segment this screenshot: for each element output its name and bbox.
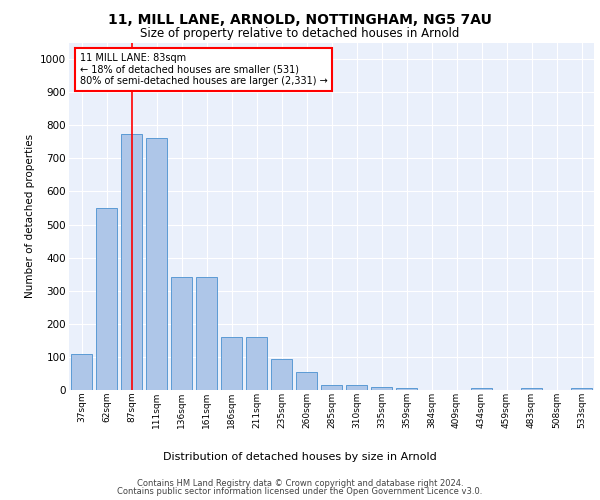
Text: Contains public sector information licensed under the Open Government Licence v3: Contains public sector information licen… [118, 487, 482, 496]
Bar [146, 138, 167, 390]
Text: Contains HM Land Registry data © Crown copyright and database right 2024.: Contains HM Land Registry data © Crown c… [137, 478, 463, 488]
Bar [396, 388, 417, 390]
Bar [246, 337, 267, 390]
Bar [271, 358, 292, 390]
Text: 11, MILL LANE, ARNOLD, NOTTINGHAM, NG5 7AU: 11, MILL LANE, ARNOLD, NOTTINGHAM, NG5 7… [108, 12, 492, 26]
Y-axis label: Number of detached properties: Number of detached properties [25, 134, 35, 298]
Bar [96, 208, 117, 390]
Bar [371, 386, 392, 390]
Text: 11 MILL LANE: 83sqm
← 18% of detached houses are smaller (531)
80% of semi-detac: 11 MILL LANE: 83sqm ← 18% of detached ho… [79, 53, 327, 86]
Bar [521, 388, 542, 390]
Bar [471, 388, 492, 390]
Bar [121, 134, 142, 390]
Bar [71, 354, 92, 390]
Bar [296, 372, 317, 390]
Bar [321, 385, 342, 390]
Text: Size of property relative to detached houses in Arnold: Size of property relative to detached ho… [140, 28, 460, 40]
Bar [571, 388, 592, 390]
Bar [346, 385, 367, 390]
Bar [196, 278, 217, 390]
Text: Distribution of detached houses by size in Arnold: Distribution of detached houses by size … [163, 452, 437, 462]
Bar [221, 337, 242, 390]
Bar [171, 278, 192, 390]
